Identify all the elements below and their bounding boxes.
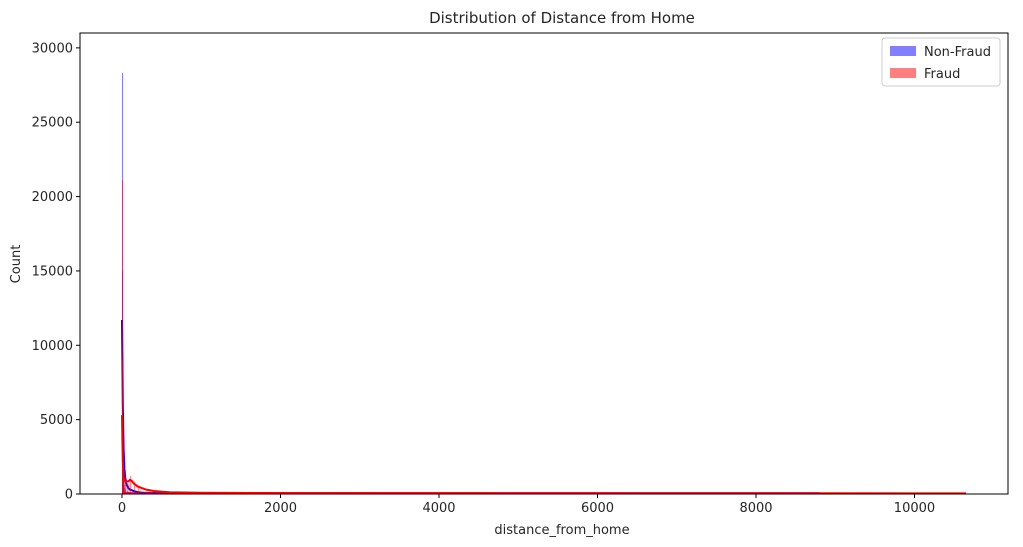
y-axis-title: Count	[9, 245, 24, 284]
fraud-bar	[124, 482, 126, 494]
non-fraud-kde-line	[121, 320, 820, 494]
y-tick-label: 10000	[32, 339, 73, 354]
legend-swatch-non-fraud	[890, 46, 916, 56]
y-tick-label: 0	[65, 488, 73, 503]
fraud-bar	[128, 483, 130, 494]
fraud-bar	[125, 483, 127, 494]
legend-label-fraud: Fraud	[924, 67, 960, 82]
fraud-bar	[123, 479, 125, 494]
x-tick-label: 6000	[581, 501, 614, 516]
plot-area	[121, 73, 967, 494]
x-axis-title: distance_from_home	[494, 523, 629, 538]
legend: Non-Fraud Fraud	[881, 37, 1001, 87]
y-tick-label: 25000	[32, 116, 73, 131]
x-axis-ticks: 0 2000 4000 6000 8000 10000	[118, 494, 935, 516]
fraud-bar	[122, 180, 124, 494]
fraud-bar	[126, 485, 128, 494]
y-tick-label: 5000	[40, 413, 73, 428]
x-tick-label: 0	[118, 501, 126, 516]
y-axis-ticks: 0 5000 10000 15000 20000 25000 30000	[32, 41, 80, 503]
fraud-bar	[122, 474, 124, 494]
legend-label-non-fraud: Non-Fraud	[924, 45, 991, 60]
plot-frame	[79, 32, 1009, 495]
fraud-bar	[137, 488, 139, 494]
fraud-bar	[129, 476, 131, 494]
y-tick-label: 20000	[32, 190, 73, 205]
fraud-bar	[145, 491, 147, 494]
x-tick-label: 10000	[894, 501, 935, 516]
series-group	[121, 73, 967, 494]
x-tick-label: 8000	[739, 501, 772, 516]
y-tick-label: 15000	[32, 264, 73, 279]
legend-swatch-fraud	[890, 68, 916, 78]
fraud-kde-line	[121, 415, 967, 494]
chart-title: Distribution of Distance from Home	[429, 9, 695, 27]
x-tick-label: 2000	[264, 501, 297, 516]
x-tick-label: 4000	[422, 501, 455, 516]
fraud-bar	[133, 482, 135, 494]
y-tick-label: 30000	[32, 41, 73, 56]
